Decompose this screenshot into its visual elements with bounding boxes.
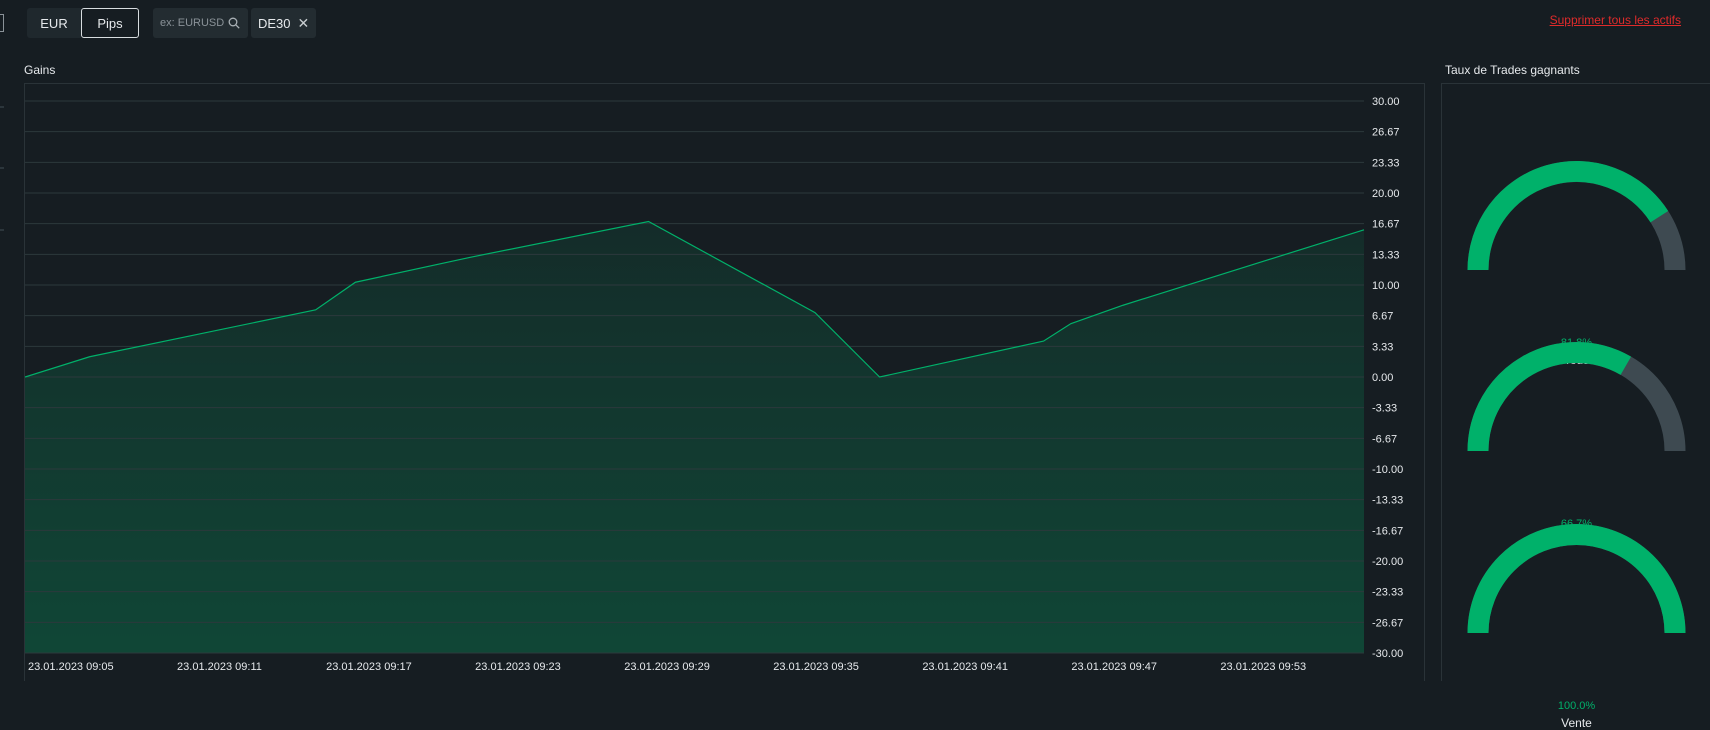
unit-pips-button[interactable]: Pips — [81, 8, 139, 38]
gauge-label: Vente — [1561, 716, 1592, 730]
y-tick-label: 0.00 — [1372, 372, 1393, 384]
y-tick-label: 13.33 — [1372, 249, 1400, 261]
divider — [0, 229, 4, 231]
gains-chart-panel: 30.00 26.67 23.33 20.00 16.67 13.33 10.00 6.67 3… — [24, 83, 1425, 681]
x-tick-label: 23.01.2023 09:35 — [773, 661, 859, 673]
winrate-title: Taux de Trades gagnants — [1445, 63, 1580, 77]
y-tick-label: 30.00 — [1372, 96, 1400, 108]
gains-area — [25, 221, 1364, 653]
unit-eur-button[interactable]: EUR — [27, 8, 81, 38]
x-tick-label: 23.01.2023 09:29 — [624, 661, 710, 673]
y-tick-label: -10.00 — [1372, 464, 1403, 476]
y-tick-label: 3.33 — [1372, 341, 1393, 353]
active-symbol-label: DE30 — [258, 15, 291, 31]
gains-chart: 30.00 26.67 23.33 20.00 16.67 13.33 10.00 6.67 3… — [25, 96, 1403, 673]
x-tick-label: 23.01.2023 09:05 — [28, 661, 114, 673]
remove-all-assets-link[interactable]: Supprimer tous les actifs — [1549, 13, 1681, 27]
y-tick-label: 16.67 — [1372, 219, 1400, 231]
x-tick-label: 23.01.2023 09:23 — [475, 661, 561, 673]
gauge-fill — [1467, 524, 1686, 634]
toolbar: EUR Pips DE30 ✕ — [27, 8, 317, 38]
x-tick-label: 23.01.2023 09:17 — [326, 661, 412, 673]
x-tick-label: 23.01.2023 09:53 — [1220, 661, 1306, 673]
y-tick-label: -16.67 — [1372, 525, 1403, 537]
y-tick-label: -20.00 — [1372, 556, 1403, 568]
y-tick-label: 6.67 — [1372, 311, 1393, 323]
gauge-arc — [1467, 524, 1686, 634]
y-tick-label: -3.33 — [1372, 403, 1397, 415]
collapsed-panel-handle[interactable] — [0, 14, 4, 32]
symbol-search-input[interactable] — [160, 17, 224, 29]
y-tick-label: -13.33 — [1372, 495, 1403, 507]
winrate-panel: 81.8% Tous 66.7% Achat 100.0% Vente — [1441, 83, 1710, 730]
x-tick-label: 23.01.2023 09:11 — [177, 661, 262, 673]
y-tick-label: 26.67 — [1372, 127, 1400, 139]
gauge-arc — [1467, 161, 1686, 271]
gains-line — [25, 220, 1365, 378]
gauge-vente: 100.0% Vente — [1442, 522, 1710, 730]
x-tick-label: 23.01.2023 09:47 — [1071, 661, 1157, 673]
search-icon[interactable] — [228, 16, 241, 30]
close-icon[interactable]: ✕ — [297, 14, 310, 31]
y-tick-label: -26.67 — [1372, 617, 1403, 629]
left-panel-edge — [0, 0, 8, 681]
y-tick-label: -23.33 — [1372, 587, 1403, 599]
gauge-fill — [1467, 161, 1669, 271]
x-tick-label: 23.01.2023 09:41 — [922, 661, 1008, 673]
y-tick-label: -6.67 — [1372, 433, 1397, 445]
unit-toggle: EUR Pips — [27, 8, 139, 38]
gauge-arc — [1467, 342, 1686, 452]
divider — [0, 167, 4, 169]
divider — [0, 106, 4, 108]
symbol-search — [153, 8, 248, 38]
y-tick-label: 10.00 — [1372, 280, 1400, 292]
gauge-value: 100.0% — [1557, 700, 1596, 712]
gauge-tous: 81.8% Tous — [1442, 159, 1710, 367]
gains-title: Gains — [24, 63, 56, 77]
gauge-achat: 66.7% Achat — [1442, 340, 1710, 548]
y-tick-label: -30.00 — [1372, 648, 1403, 660]
y-tick-label: 23.33 — [1372, 157, 1400, 169]
active-symbol-chip: DE30 ✕ — [251, 8, 317, 38]
gauge-fill — [1467, 342, 1632, 452]
y-tick-label: 20.00 — [1372, 188, 1400, 200]
